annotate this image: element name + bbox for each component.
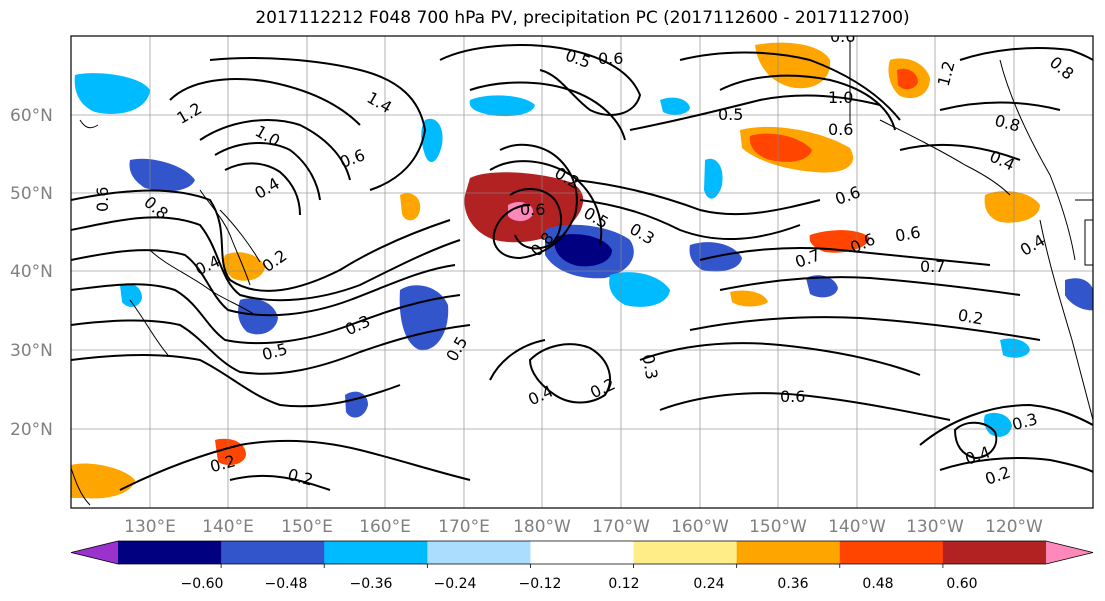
colorbar-swatch xyxy=(118,541,222,564)
latitude-label: 60°N xyxy=(10,106,53,126)
coastlines xyxy=(71,40,1093,506)
colorbar-tick-label: −0.12 xyxy=(519,576,562,592)
colorbar-tick-label: 0.24 xyxy=(693,576,724,592)
latitude-axis: 60°N 50°N 40°N 30°N 20°N xyxy=(10,106,53,440)
colorbar-tick-label: 0.48 xyxy=(862,576,893,592)
colorbar: −0.60 −0.48 −0.36 −0.24 −0.12 0.12 0.24 … xyxy=(70,540,1094,592)
contour-label: 0.3 xyxy=(638,353,661,381)
colorbar-swatch xyxy=(530,541,635,564)
colorbar-swatch xyxy=(736,541,841,564)
contour-label: 0.5 xyxy=(718,105,743,124)
longitude-label: 150°W xyxy=(749,517,807,537)
colorbar-swatch xyxy=(839,541,944,564)
map-plot-area: 0.6 0.5 0.6 1.2 1.4 1.0 0.8 0.6 0.4 0.2 … xyxy=(70,27,1094,509)
longitude-label: 140°E xyxy=(202,517,254,537)
colorbar-swatch xyxy=(221,541,325,564)
longitude-label: 120°W xyxy=(985,517,1043,537)
longitude-label: 160°E xyxy=(359,517,411,537)
contour-label: 0.6 xyxy=(598,49,623,68)
colorbar-swatch xyxy=(324,541,428,564)
colorbar-tick-label: 0.36 xyxy=(777,576,808,592)
colorbar-tick-label: 0.12 xyxy=(608,576,639,592)
contour-label: 0.7 xyxy=(920,257,945,276)
colorbar-tick-label: −0.36 xyxy=(350,576,393,592)
contour-label: 0.6 xyxy=(828,120,853,139)
colorbar-extend-low xyxy=(71,541,118,564)
contour-label: 0.2 xyxy=(956,305,984,328)
contour-label: 0.6 xyxy=(520,200,545,219)
colorbar-tick-label: 0.60 xyxy=(946,576,977,592)
latitude-label: 40°N xyxy=(10,262,53,282)
contour-label: 1.0 xyxy=(828,88,853,107)
contour-label: 0.6 xyxy=(780,387,805,406)
contour-label: 0.6 xyxy=(93,187,112,212)
latitude-label: 50°N xyxy=(10,184,53,204)
longitude-label: 130°E xyxy=(124,517,176,537)
longitude-label: 150°E xyxy=(281,517,333,537)
longitude-label: 170°W xyxy=(592,517,650,537)
longitude-axis: 130°E 140°E 150°E 160°E 170°E 180°W 170°… xyxy=(124,517,1043,537)
colorbar-swatches xyxy=(70,540,1094,568)
colorbar-outline xyxy=(70,540,1094,565)
latitude-label: 30°N xyxy=(10,341,53,361)
colorbar-tick-label: −0.48 xyxy=(265,576,308,592)
longitude-label: 180°W xyxy=(513,517,571,537)
pv-contours xyxy=(71,44,1093,491)
precipitation-shading xyxy=(71,42,1093,499)
colorbar-tick-label: −0.60 xyxy=(181,576,224,592)
colorbar-extend-high xyxy=(1046,541,1093,564)
colorbar-tick-label: −0.24 xyxy=(434,576,477,592)
colorbar-swatch xyxy=(633,541,738,564)
colorbar-tick-labels: −0.60 −0.48 −0.36 −0.24 −0.12 0.12 0.24 … xyxy=(181,576,978,592)
graticule xyxy=(71,36,1093,508)
colorbar-swatch xyxy=(427,541,531,564)
colorbar-swatch xyxy=(942,541,1047,564)
longitude-label: 130°W xyxy=(906,517,964,537)
contour-label: 0.6 xyxy=(894,222,922,245)
latitude-label: 20°N xyxy=(10,420,53,440)
longitude-label: 170°E xyxy=(438,517,490,537)
longitude-label: 160°W xyxy=(671,517,729,537)
contour-label: 0.6 xyxy=(830,27,855,46)
longitude-label: 140°W xyxy=(828,517,886,537)
map-title: 2017112212 F048 700 hPa PV, precipitatio… xyxy=(255,8,910,28)
